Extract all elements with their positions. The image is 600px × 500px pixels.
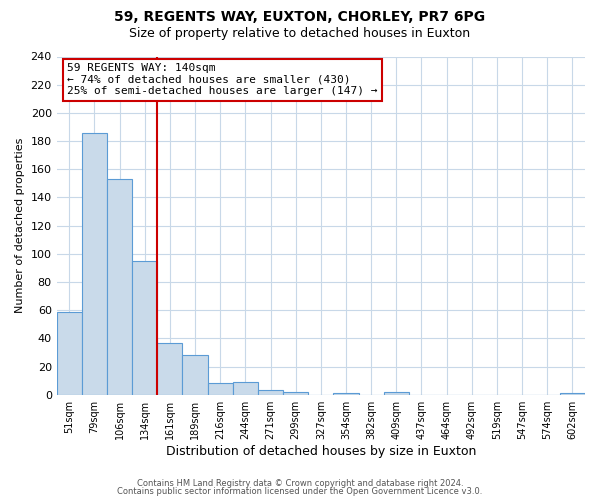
Text: 59, REGENTS WAY, EUXTON, CHORLEY, PR7 6PG: 59, REGENTS WAY, EUXTON, CHORLEY, PR7 6P… (115, 10, 485, 24)
X-axis label: Distribution of detached houses by size in Euxton: Distribution of detached houses by size … (166, 444, 476, 458)
Bar (258, 390, 283, 394)
Bar (208, 384, 233, 394)
Text: 59 REGENTS WAY: 140sqm
← 74% of detached houses are smaller (430)
25% of semi-de: 59 REGENTS WAY: 140sqm ← 74% of detached… (67, 64, 378, 96)
Bar (56, 312, 82, 394)
Bar (233, 382, 258, 394)
Text: Size of property relative to detached houses in Euxton: Size of property relative to detached ho… (130, 28, 470, 40)
Bar (283, 392, 308, 394)
Bar (182, 356, 208, 395)
Bar (107, 179, 132, 394)
Text: Contains public sector information licensed under the Open Government Licence v3: Contains public sector information licen… (118, 487, 482, 496)
Bar (82, 132, 107, 394)
Bar (157, 342, 182, 394)
Bar (384, 392, 409, 394)
Text: Contains HM Land Registry data © Crown copyright and database right 2024.: Contains HM Land Registry data © Crown c… (137, 478, 463, 488)
Y-axis label: Number of detached properties: Number of detached properties (15, 138, 25, 314)
Bar (132, 261, 157, 394)
